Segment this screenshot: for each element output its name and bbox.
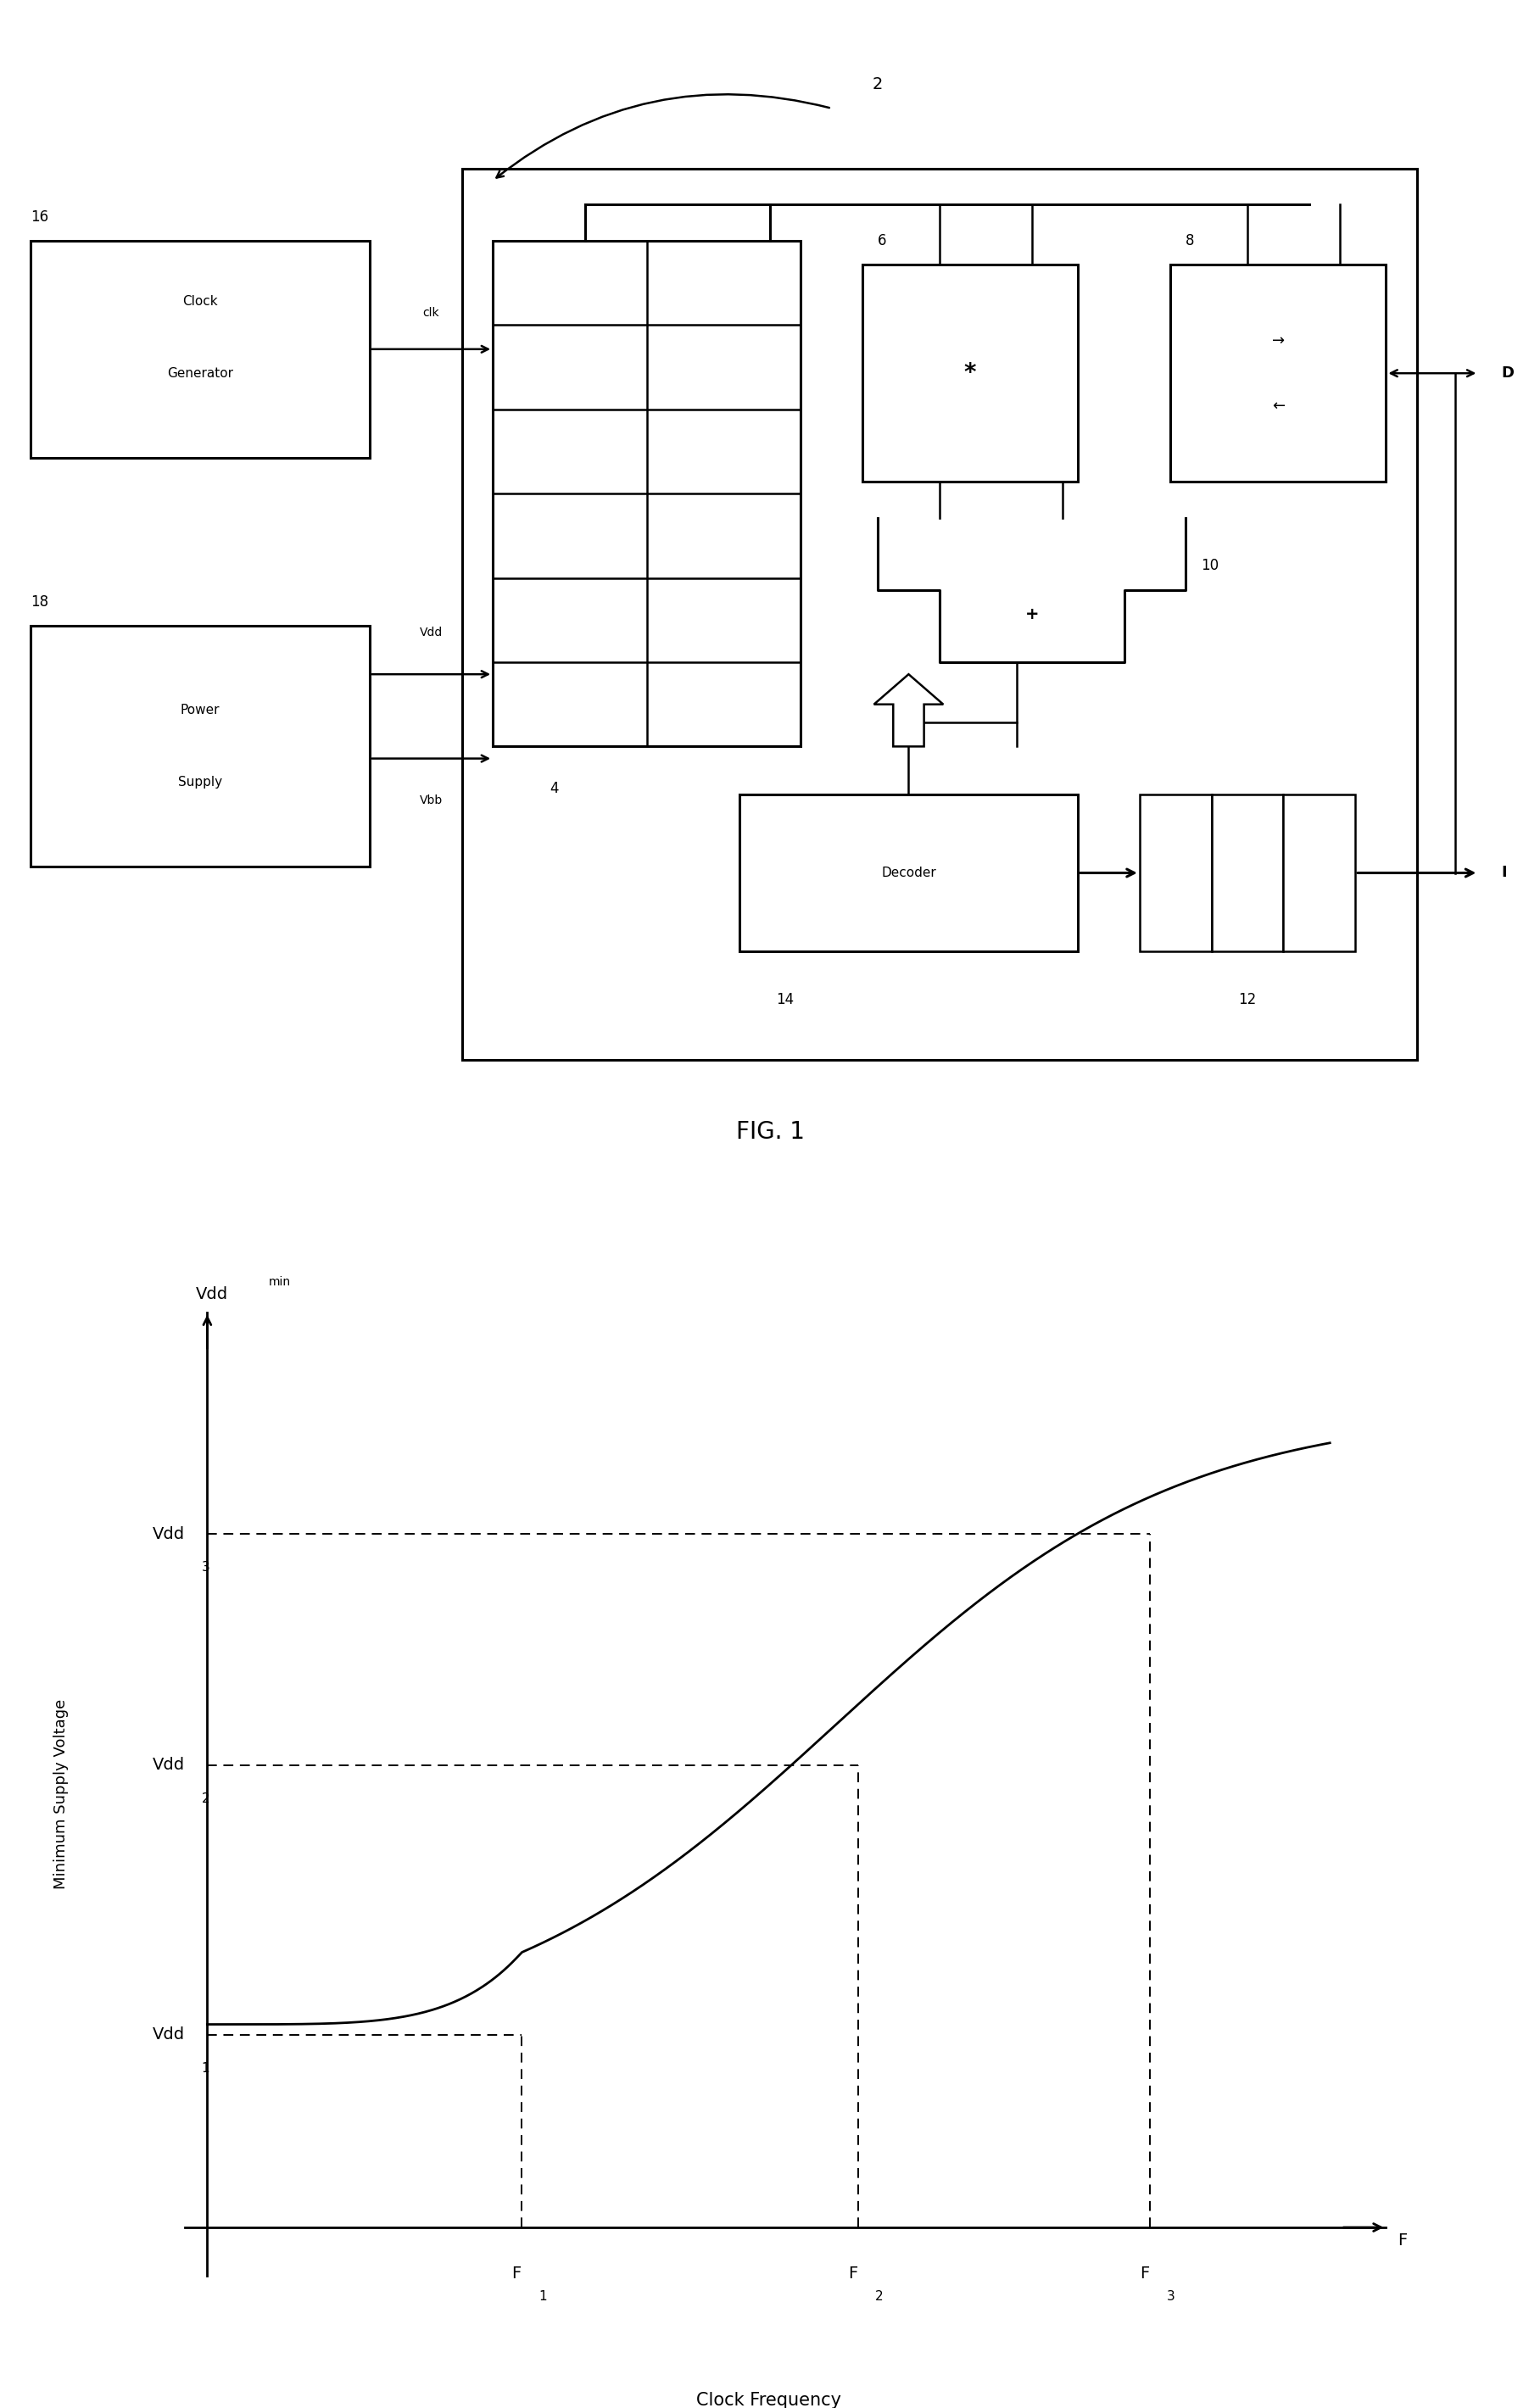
Text: 4: 4 (550, 780, 559, 797)
Text: 3: 3 (202, 1560, 209, 1575)
Bar (31, 626, 370, 867)
Text: Decoder: Decoder (881, 867, 936, 879)
Text: F: F (849, 2266, 858, 2283)
Bar (31, 241, 370, 458)
Text: I: I (1502, 864, 1508, 881)
Text: 12: 12 (1238, 992, 1257, 1007)
Text: 3: 3 (1167, 2290, 1175, 2302)
Bar (1140, 795, 1212, 951)
Text: clk: clk (424, 308, 439, 318)
Text: +: + (1024, 607, 1040, 621)
Text: 6: 6 (878, 234, 887, 248)
Text: 16: 16 (31, 209, 49, 224)
Text: ←: ← (1272, 397, 1284, 414)
Text: Clock Frequency: Clock Frequency (696, 2391, 841, 2408)
Text: F: F (1397, 2232, 1406, 2249)
Text: Supply: Supply (179, 775, 222, 790)
Text: Vdd: Vdd (419, 626, 444, 638)
Text: F: F (511, 2266, 521, 2283)
Text: Power: Power (180, 703, 220, 718)
Text: Vdd: Vdd (152, 1758, 185, 1772)
Bar (1170, 265, 1386, 482)
Text: 1: 1 (539, 2290, 547, 2302)
Text: Vdd: Vdd (152, 2028, 185, 2042)
Text: D: D (1502, 366, 1514, 380)
Bar (862, 265, 1078, 482)
Text: Clock: Clock (183, 294, 217, 308)
FancyArrow shape (875, 674, 942, 746)
Text: Minimum Supply Voltage: Minimum Supply Voltage (54, 1700, 69, 1888)
Text: 2: 2 (873, 77, 882, 92)
Text: F: F (1140, 2266, 1149, 2283)
Text: Vdd: Vdd (196, 1286, 228, 1303)
Text: 2: 2 (202, 1792, 209, 1806)
Text: FIG. 1: FIG. 1 (736, 1120, 804, 1144)
Bar (493, 241, 801, 746)
Text: Vbb: Vbb (419, 795, 444, 807)
Text: 8: 8 (1186, 234, 1195, 248)
Text: 2: 2 (875, 2290, 884, 2302)
Text: 1: 1 (202, 2061, 209, 2076)
Text: Vdd: Vdd (152, 1527, 185, 1541)
Bar (739, 795, 1078, 951)
Text: 14: 14 (776, 992, 795, 1007)
Text: 18: 18 (31, 595, 49, 609)
Bar (1283, 795, 1355, 951)
Bar (1212, 795, 1283, 951)
Text: min: min (270, 1276, 291, 1288)
Text: Generator: Generator (168, 366, 233, 380)
Bar (462, 169, 1417, 1060)
Text: 10: 10 (1201, 559, 1220, 573)
Text: →: → (1272, 332, 1284, 349)
Text: *: * (964, 361, 976, 385)
